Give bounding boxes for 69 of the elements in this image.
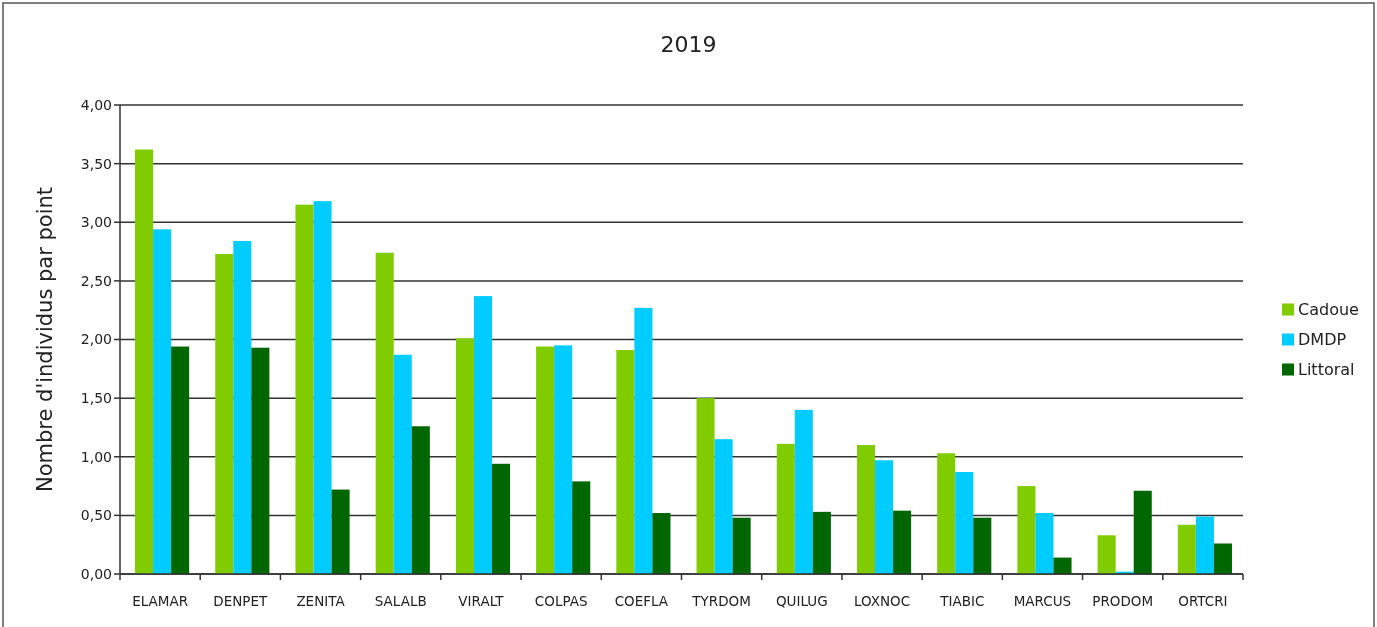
bar	[491, 463, 511, 574]
legend-label: DMDP	[1298, 330, 1347, 350]
bar	[393, 354, 412, 574]
legend-label: Littoral	[1298, 360, 1355, 380]
bar	[251, 347, 270, 574]
bar	[572, 481, 591, 574]
x-tick-label: MARCUS	[1013, 593, 1072, 609]
legend-label: Cadoue	[1298, 300, 1359, 320]
bar	[652, 513, 671, 574]
bar	[1133, 490, 1152, 574]
y-tick-label: 2,00	[80, 331, 112, 348]
y-tick-label: 1,00	[80, 448, 112, 465]
x-tick-label: PRODOM	[1092, 593, 1154, 609]
bar	[856, 445, 876, 574]
bar	[1213, 543, 1232, 574]
bar	[714, 439, 733, 574]
y-tick-label: 0,50	[80, 507, 112, 524]
y-axis-title: Nombre d'individus par point	[33, 186, 57, 493]
x-tick-label: SALALB	[374, 593, 427, 609]
x-tick-label: COLPAS	[534, 593, 588, 609]
bar	[411, 426, 430, 574]
y-tick-label: 0,00	[80, 565, 112, 582]
bar	[455, 338, 474, 574]
bar	[331, 489, 350, 574]
y-tick-label: 4,00	[80, 96, 112, 113]
x-tick-label: ZENITA	[296, 593, 346, 609]
bar	[955, 471, 974, 574]
x-tick-label: COEFLA	[614, 593, 669, 609]
x-tick-label: DENPET	[213, 593, 269, 609]
bar	[776, 443, 795, 574]
x-tick-label: TYRDOM	[691, 593, 751, 609]
bar	[295, 204, 314, 574]
x-tick-label: LOXNOC	[853, 593, 911, 609]
x-tick-label: QUILUG	[775, 593, 828, 609]
bar	[1177, 524, 1196, 574]
bar	[875, 460, 894, 574]
bar	[893, 510, 912, 574]
bar	[473, 296, 492, 574]
bar	[634, 307, 653, 574]
bar	[375, 252, 394, 574]
bar	[536, 346, 555, 574]
y-tick-label: 3,00	[80, 214, 112, 231]
bar	[1097, 535, 1116, 574]
bar	[233, 241, 252, 574]
bar	[1035, 513, 1054, 574]
bar	[171, 346, 190, 574]
x-tick-label: ORTCRI	[1178, 593, 1228, 609]
x-tick-label: ELAMAR	[132, 593, 189, 609]
bar	[794, 409, 813, 574]
bar	[732, 517, 751, 574]
bar	[153, 229, 172, 574]
bar	[973, 517, 992, 574]
chart-title: 2019	[660, 32, 717, 57]
y-tick-label: 3,50	[80, 155, 112, 172]
x-tick-label: VIRALT	[458, 593, 505, 609]
bar	[1017, 486, 1036, 574]
bar	[313, 201, 332, 574]
bar	[696, 398, 715, 574]
y-tick-label: 1,50	[80, 390, 112, 407]
y-tick-label: 2,50	[80, 272, 112, 289]
bar	[616, 350, 635, 574]
bar	[937, 453, 956, 574]
bar	[215, 253, 234, 574]
bar	[1195, 516, 1214, 574]
bar	[812, 511, 831, 574]
bar	[554, 345, 573, 574]
bar	[1053, 557, 1072, 574]
x-tick-label: TIABIC	[939, 593, 985, 609]
bar	[135, 149, 154, 574]
